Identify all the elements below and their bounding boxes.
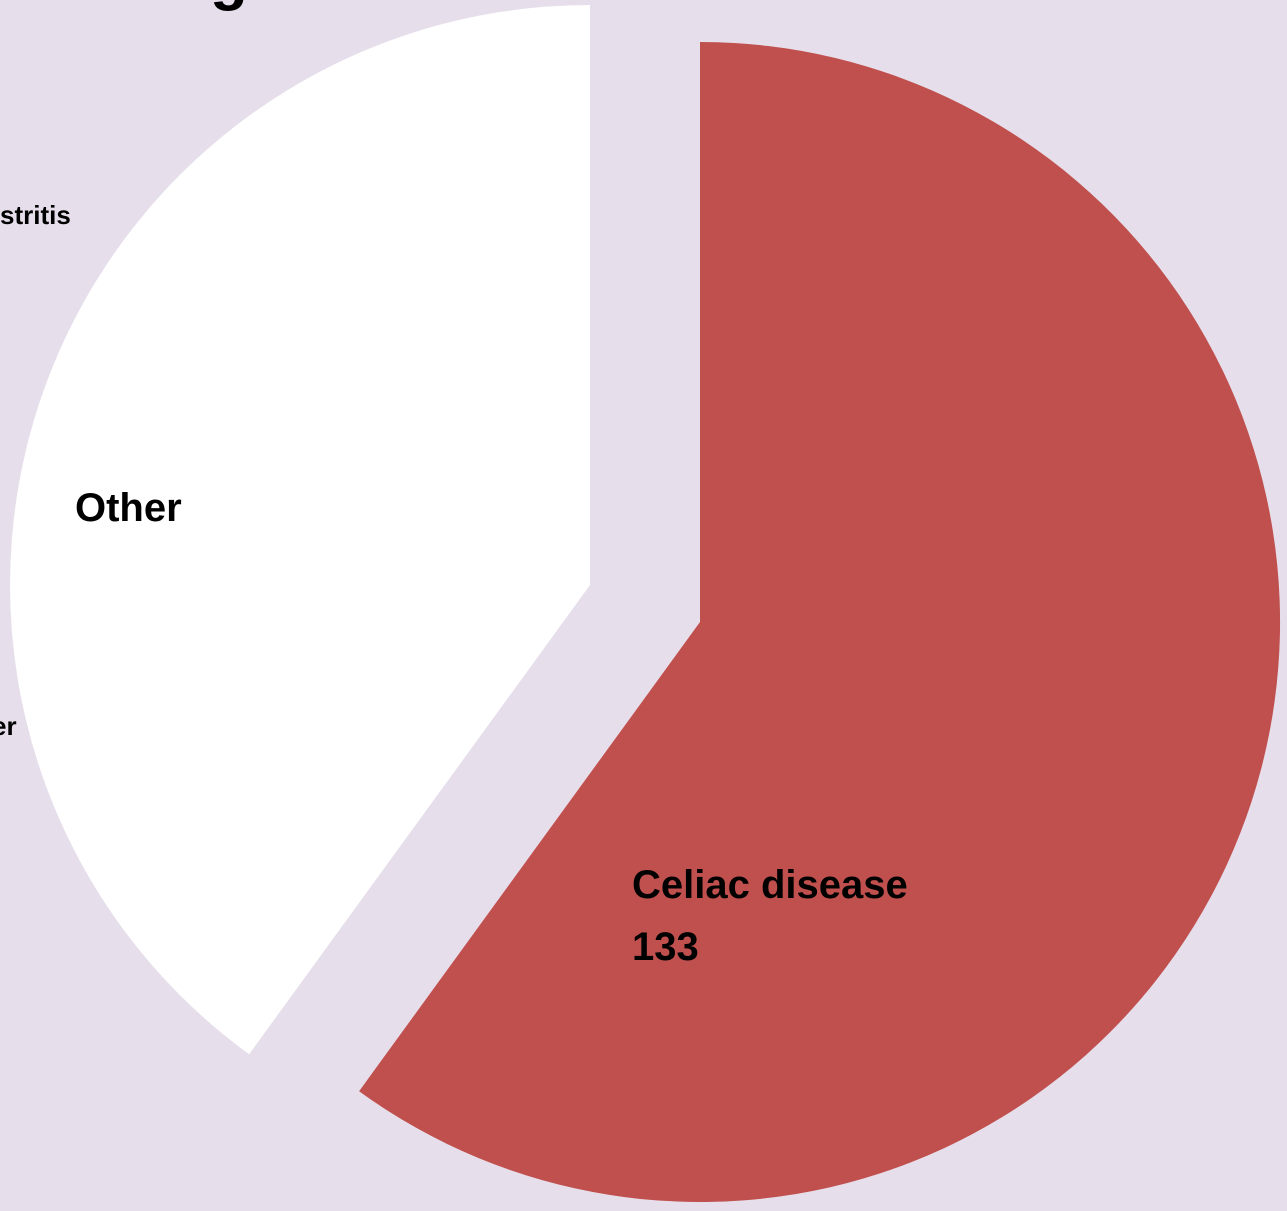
- slice-label-other: Other: [75, 486, 182, 530]
- chart-title-fragment: g: [210, 0, 248, 12]
- cropped-label-stritis: stritis: [0, 200, 71, 230]
- slice-value-celiac-disease: 133: [632, 925, 699, 969]
- pie-slice-other: [10, 5, 590, 1055]
- slice-label-celiac-disease: Celiac disease: [632, 863, 908, 907]
- pie-slice-celiac-disease: [359, 41, 1281, 1202]
- cropped-label-er: er: [0, 711, 17, 741]
